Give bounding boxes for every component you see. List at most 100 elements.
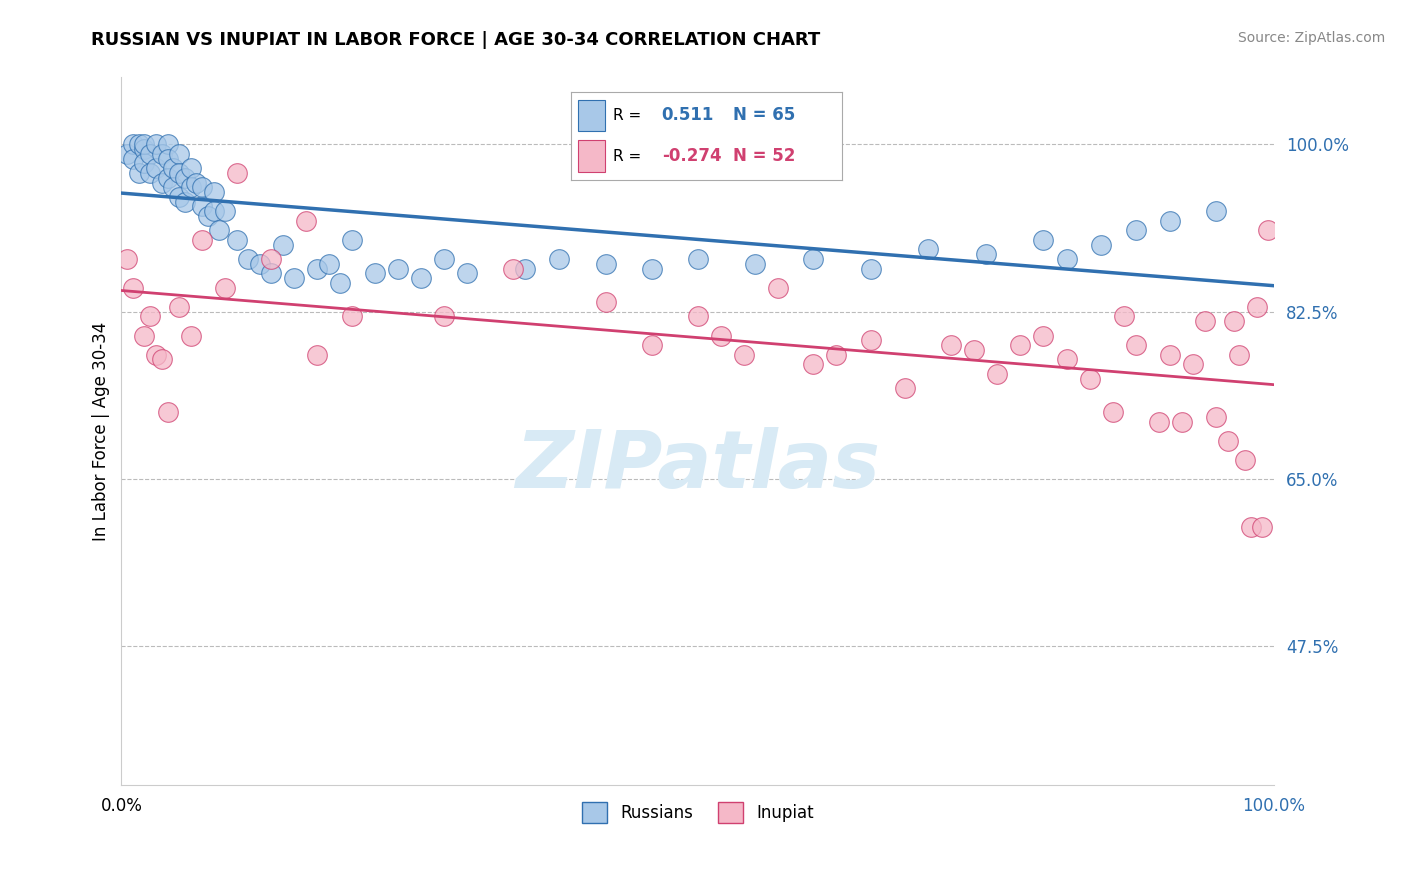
Point <box>502 261 524 276</box>
Point <box>283 271 305 285</box>
Point <box>134 156 156 170</box>
Point <box>1032 328 1054 343</box>
Point <box>122 152 145 166</box>
Point <box>986 367 1008 381</box>
Point <box>180 180 202 194</box>
Point <box>456 266 478 280</box>
Point <box>134 137 156 152</box>
Point <box>208 223 231 237</box>
Point <box>156 137 179 152</box>
Point <box>214 204 236 219</box>
Point <box>156 170 179 185</box>
Y-axis label: In Labor Force | Age 30-34: In Labor Force | Age 30-34 <box>93 321 110 541</box>
Point <box>733 348 755 362</box>
Point <box>156 405 179 419</box>
Point <box>150 176 173 190</box>
Point <box>768 281 790 295</box>
Point <box>433 252 456 266</box>
Point <box>115 252 138 266</box>
Point <box>1032 233 1054 247</box>
Point <box>307 261 329 276</box>
Point <box>329 276 352 290</box>
Point <box>202 204 225 219</box>
Point <box>686 252 709 266</box>
Point <box>197 209 219 223</box>
Point <box>162 161 184 176</box>
Point <box>744 257 766 271</box>
Point <box>548 252 571 266</box>
Point <box>145 348 167 362</box>
Point <box>162 180 184 194</box>
Point <box>801 252 824 266</box>
Point <box>122 137 145 152</box>
Point <box>1222 314 1244 328</box>
Point <box>167 300 190 314</box>
Point <box>191 180 214 194</box>
Point <box>917 243 939 257</box>
Point <box>145 137 167 152</box>
Point <box>134 142 156 156</box>
Point <box>1101 405 1123 419</box>
Point <box>150 147 173 161</box>
Point <box>1159 348 1181 362</box>
Text: Source: ZipAtlas.com: Source: ZipAtlas.com <box>1237 31 1385 45</box>
Point <box>238 252 260 266</box>
Point <box>115 147 138 161</box>
Point <box>1056 352 1078 367</box>
Point <box>1171 415 1194 429</box>
Point <box>225 166 247 180</box>
Point <box>1246 300 1268 314</box>
Point <box>1159 214 1181 228</box>
Text: ZIPatlas: ZIPatlas <box>515 427 880 506</box>
Point <box>640 338 662 352</box>
Point <box>180 161 202 176</box>
Point <box>1010 338 1032 352</box>
Point <box>128 166 150 180</box>
Point <box>318 257 340 271</box>
Point <box>150 352 173 367</box>
Point <box>825 348 848 362</box>
Point <box>191 199 214 213</box>
Point <box>139 166 162 180</box>
Point <box>156 152 179 166</box>
Point <box>595 257 617 271</box>
Point <box>1205 204 1227 219</box>
Point <box>173 170 195 185</box>
Point <box>941 338 963 352</box>
Point <box>167 147 190 161</box>
Point <box>411 271 433 285</box>
Point <box>180 328 202 343</box>
Point <box>1125 338 1147 352</box>
Point <box>801 357 824 371</box>
Point <box>1125 223 1147 237</box>
Point <box>1240 519 1263 533</box>
Point <box>128 137 150 152</box>
Point <box>139 310 162 324</box>
Point <box>859 333 882 347</box>
Legend: Russians, Inupiat: Russians, Inupiat <box>575 796 821 830</box>
Point <box>1078 371 1101 385</box>
Point <box>122 281 145 295</box>
Point <box>260 266 283 280</box>
Point <box>167 190 190 204</box>
Point <box>1182 357 1205 371</box>
Point <box>364 266 387 280</box>
Point <box>340 310 363 324</box>
Point <box>1205 409 1227 424</box>
Point <box>1147 415 1170 429</box>
Point <box>595 295 617 310</box>
Point <box>1257 223 1279 237</box>
Point <box>167 166 190 180</box>
Point <box>145 161 167 176</box>
Point <box>640 261 662 276</box>
Point <box>710 328 733 343</box>
Point <box>974 247 997 261</box>
Point <box>1234 452 1257 467</box>
Point <box>1216 434 1239 448</box>
Point <box>1056 252 1078 266</box>
Point <box>1194 314 1216 328</box>
Point <box>1114 310 1136 324</box>
Point <box>134 328 156 343</box>
Point <box>173 194 195 209</box>
Point <box>307 348 329 362</box>
